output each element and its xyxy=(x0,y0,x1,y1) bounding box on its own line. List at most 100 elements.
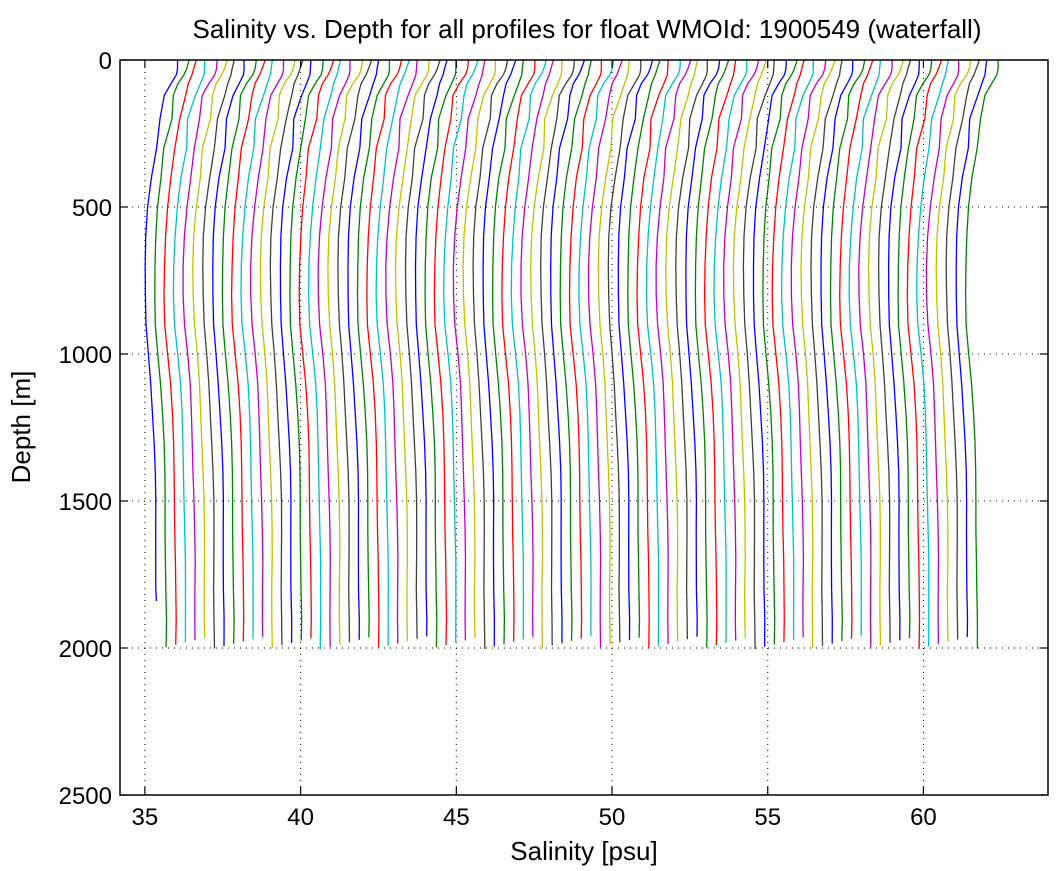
x-tick-label: 45 xyxy=(443,804,470,831)
profile-line xyxy=(568,60,603,639)
profile-line xyxy=(742,60,775,650)
profile-line xyxy=(848,60,882,637)
profile-line xyxy=(829,60,866,642)
profile-line xyxy=(955,60,988,638)
y-tick-label: 2500 xyxy=(59,783,112,810)
profile-line xyxy=(550,60,586,644)
profile-line xyxy=(366,60,403,649)
profile-line xyxy=(587,60,623,648)
profile-line xyxy=(762,60,798,645)
profile-line xyxy=(906,60,943,649)
profile-line xyxy=(636,60,669,649)
profile-line xyxy=(578,60,615,637)
profile-line xyxy=(867,60,905,646)
profile-line xyxy=(858,60,893,648)
profile-line xyxy=(771,60,805,643)
profile-line xyxy=(443,60,479,643)
profile-line xyxy=(501,60,536,642)
x-tick-label: 40 xyxy=(287,804,314,831)
y-tick-label: 1500 xyxy=(59,489,112,516)
profile-line xyxy=(298,60,335,639)
profile-line xyxy=(182,60,218,641)
profile-line xyxy=(462,60,497,639)
profile-line xyxy=(655,60,692,644)
profile-line xyxy=(144,60,179,602)
profile-line xyxy=(240,60,274,640)
profile-line xyxy=(935,60,972,642)
profile-line xyxy=(356,60,391,638)
profile-line xyxy=(510,60,547,640)
plot-frame xyxy=(119,59,1049,796)
profile-line xyxy=(607,60,642,643)
profile-line xyxy=(385,60,418,644)
profile-line xyxy=(887,60,920,641)
profile-line xyxy=(723,60,760,641)
profile-line xyxy=(703,60,737,646)
y-tick-label: 0 xyxy=(99,48,112,75)
profile-line xyxy=(452,60,486,641)
profile-line xyxy=(617,60,654,641)
chart-title: Salinity vs. Depth for all profiles for … xyxy=(193,14,982,44)
profile-line xyxy=(154,60,190,648)
profile-line xyxy=(916,60,950,647)
grid-lines xyxy=(120,59,1048,796)
profile-line xyxy=(530,60,563,649)
profile-line xyxy=(482,60,517,647)
profile-line xyxy=(675,60,708,640)
profile-line xyxy=(327,60,364,645)
profile-line xyxy=(212,60,245,647)
profile-line xyxy=(307,60,342,650)
y-tick-label: 2000 xyxy=(59,636,112,663)
profile-line xyxy=(250,60,285,637)
profile-line xyxy=(337,60,373,643)
profile-line xyxy=(964,60,999,649)
profile-line xyxy=(685,60,721,637)
profile-line xyxy=(820,60,854,644)
profile-line xyxy=(752,60,787,647)
x-tick-label: 55 xyxy=(754,804,781,831)
profile-line xyxy=(163,60,198,645)
y-axis-label: Depth [m] xyxy=(6,371,36,484)
y-tick-label: 1000 xyxy=(59,342,112,369)
profile-line xyxy=(877,60,912,643)
profile-line xyxy=(645,60,682,647)
profile-line xyxy=(472,60,509,649)
profile-line xyxy=(230,60,266,642)
profile-line xyxy=(713,60,748,644)
profile-line xyxy=(433,60,470,646)
profile-line xyxy=(925,60,960,645)
profile-line xyxy=(404,60,441,639)
y-axis-ticks: 0 500 1000 1500 2000 2500 xyxy=(59,48,1048,810)
profile-line xyxy=(375,60,411,646)
profile-line xyxy=(317,60,351,647)
profile-line xyxy=(800,60,836,649)
profile-line xyxy=(289,60,324,641)
y-tick-label: 500 xyxy=(72,195,112,222)
profile-line xyxy=(394,60,430,642)
profile-line xyxy=(269,60,304,646)
profile-line xyxy=(780,60,814,640)
profile-line xyxy=(192,60,229,638)
profile-line xyxy=(347,60,380,640)
profile-line xyxy=(897,60,933,639)
profile-line xyxy=(172,60,206,643)
profile-line xyxy=(414,60,448,637)
profile-line xyxy=(279,60,312,644)
profile-line xyxy=(790,60,827,638)
profile-line xyxy=(259,60,296,648)
profile-line xyxy=(540,60,576,646)
profile-line xyxy=(202,60,235,649)
profile-line xyxy=(597,60,631,645)
x-axis-ticks: 35 40 45 50 55 60 xyxy=(132,60,937,831)
profile-line xyxy=(839,60,874,639)
profile-line xyxy=(665,60,699,642)
profile-line xyxy=(221,60,258,644)
x-tick-label: 60 xyxy=(910,804,937,831)
profile-line xyxy=(559,60,592,641)
profile-line xyxy=(424,60,457,648)
profile-lines xyxy=(144,60,999,650)
x-axis-label: Salinity [psu] xyxy=(510,836,657,866)
profile-line xyxy=(945,60,981,640)
profile-line xyxy=(520,60,555,638)
